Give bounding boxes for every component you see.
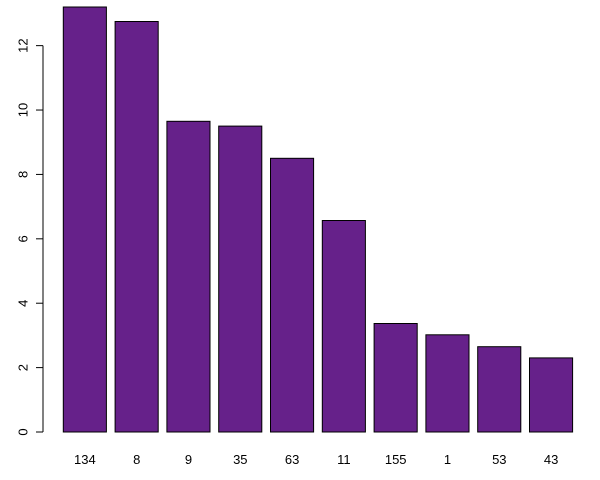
- bar-53: [477, 346, 522, 433]
- x-tick-label: 63: [285, 452, 299, 467]
- x-tick-label: 1: [444, 452, 451, 467]
- bars: [62, 6, 574, 433]
- x-tick-label: 43: [544, 452, 558, 467]
- y-tick-label: 10: [16, 103, 31, 117]
- bar-43: [529, 357, 574, 433]
- x-tick-label: 53: [492, 452, 506, 467]
- y-axis: 0 2 4 6 8 10 12: [16, 38, 44, 436]
- x-tick-label: 155: [385, 452, 407, 467]
- x-axis-labels: 134 8 9 35 63 11 155 1 53 43: [74, 452, 558, 467]
- y-tick-label: 4: [16, 300, 31, 307]
- x-tick-label: 9: [185, 452, 192, 467]
- bar-35: [218, 125, 263, 433]
- bar-63: [270, 157, 315, 433]
- bar-9: [166, 120, 211, 433]
- bar-134: [62, 6, 107, 433]
- y-tick-label: 0: [16, 428, 31, 435]
- y-tick-label: 2: [16, 364, 31, 371]
- x-tick-label: 134: [74, 452, 96, 467]
- bar-155: [373, 323, 418, 433]
- y-tick-label: 12: [16, 38, 31, 52]
- x-tick-label: 11: [337, 452, 351, 467]
- bar-8: [114, 21, 159, 433]
- x-tick-label: 35: [233, 452, 247, 467]
- x-tick-label: 8: [133, 452, 140, 467]
- bar-11: [321, 220, 366, 433]
- bar-1: [425, 334, 470, 433]
- y-tick-label: 6: [16, 235, 31, 242]
- y-tick-label: 8: [16, 171, 31, 178]
